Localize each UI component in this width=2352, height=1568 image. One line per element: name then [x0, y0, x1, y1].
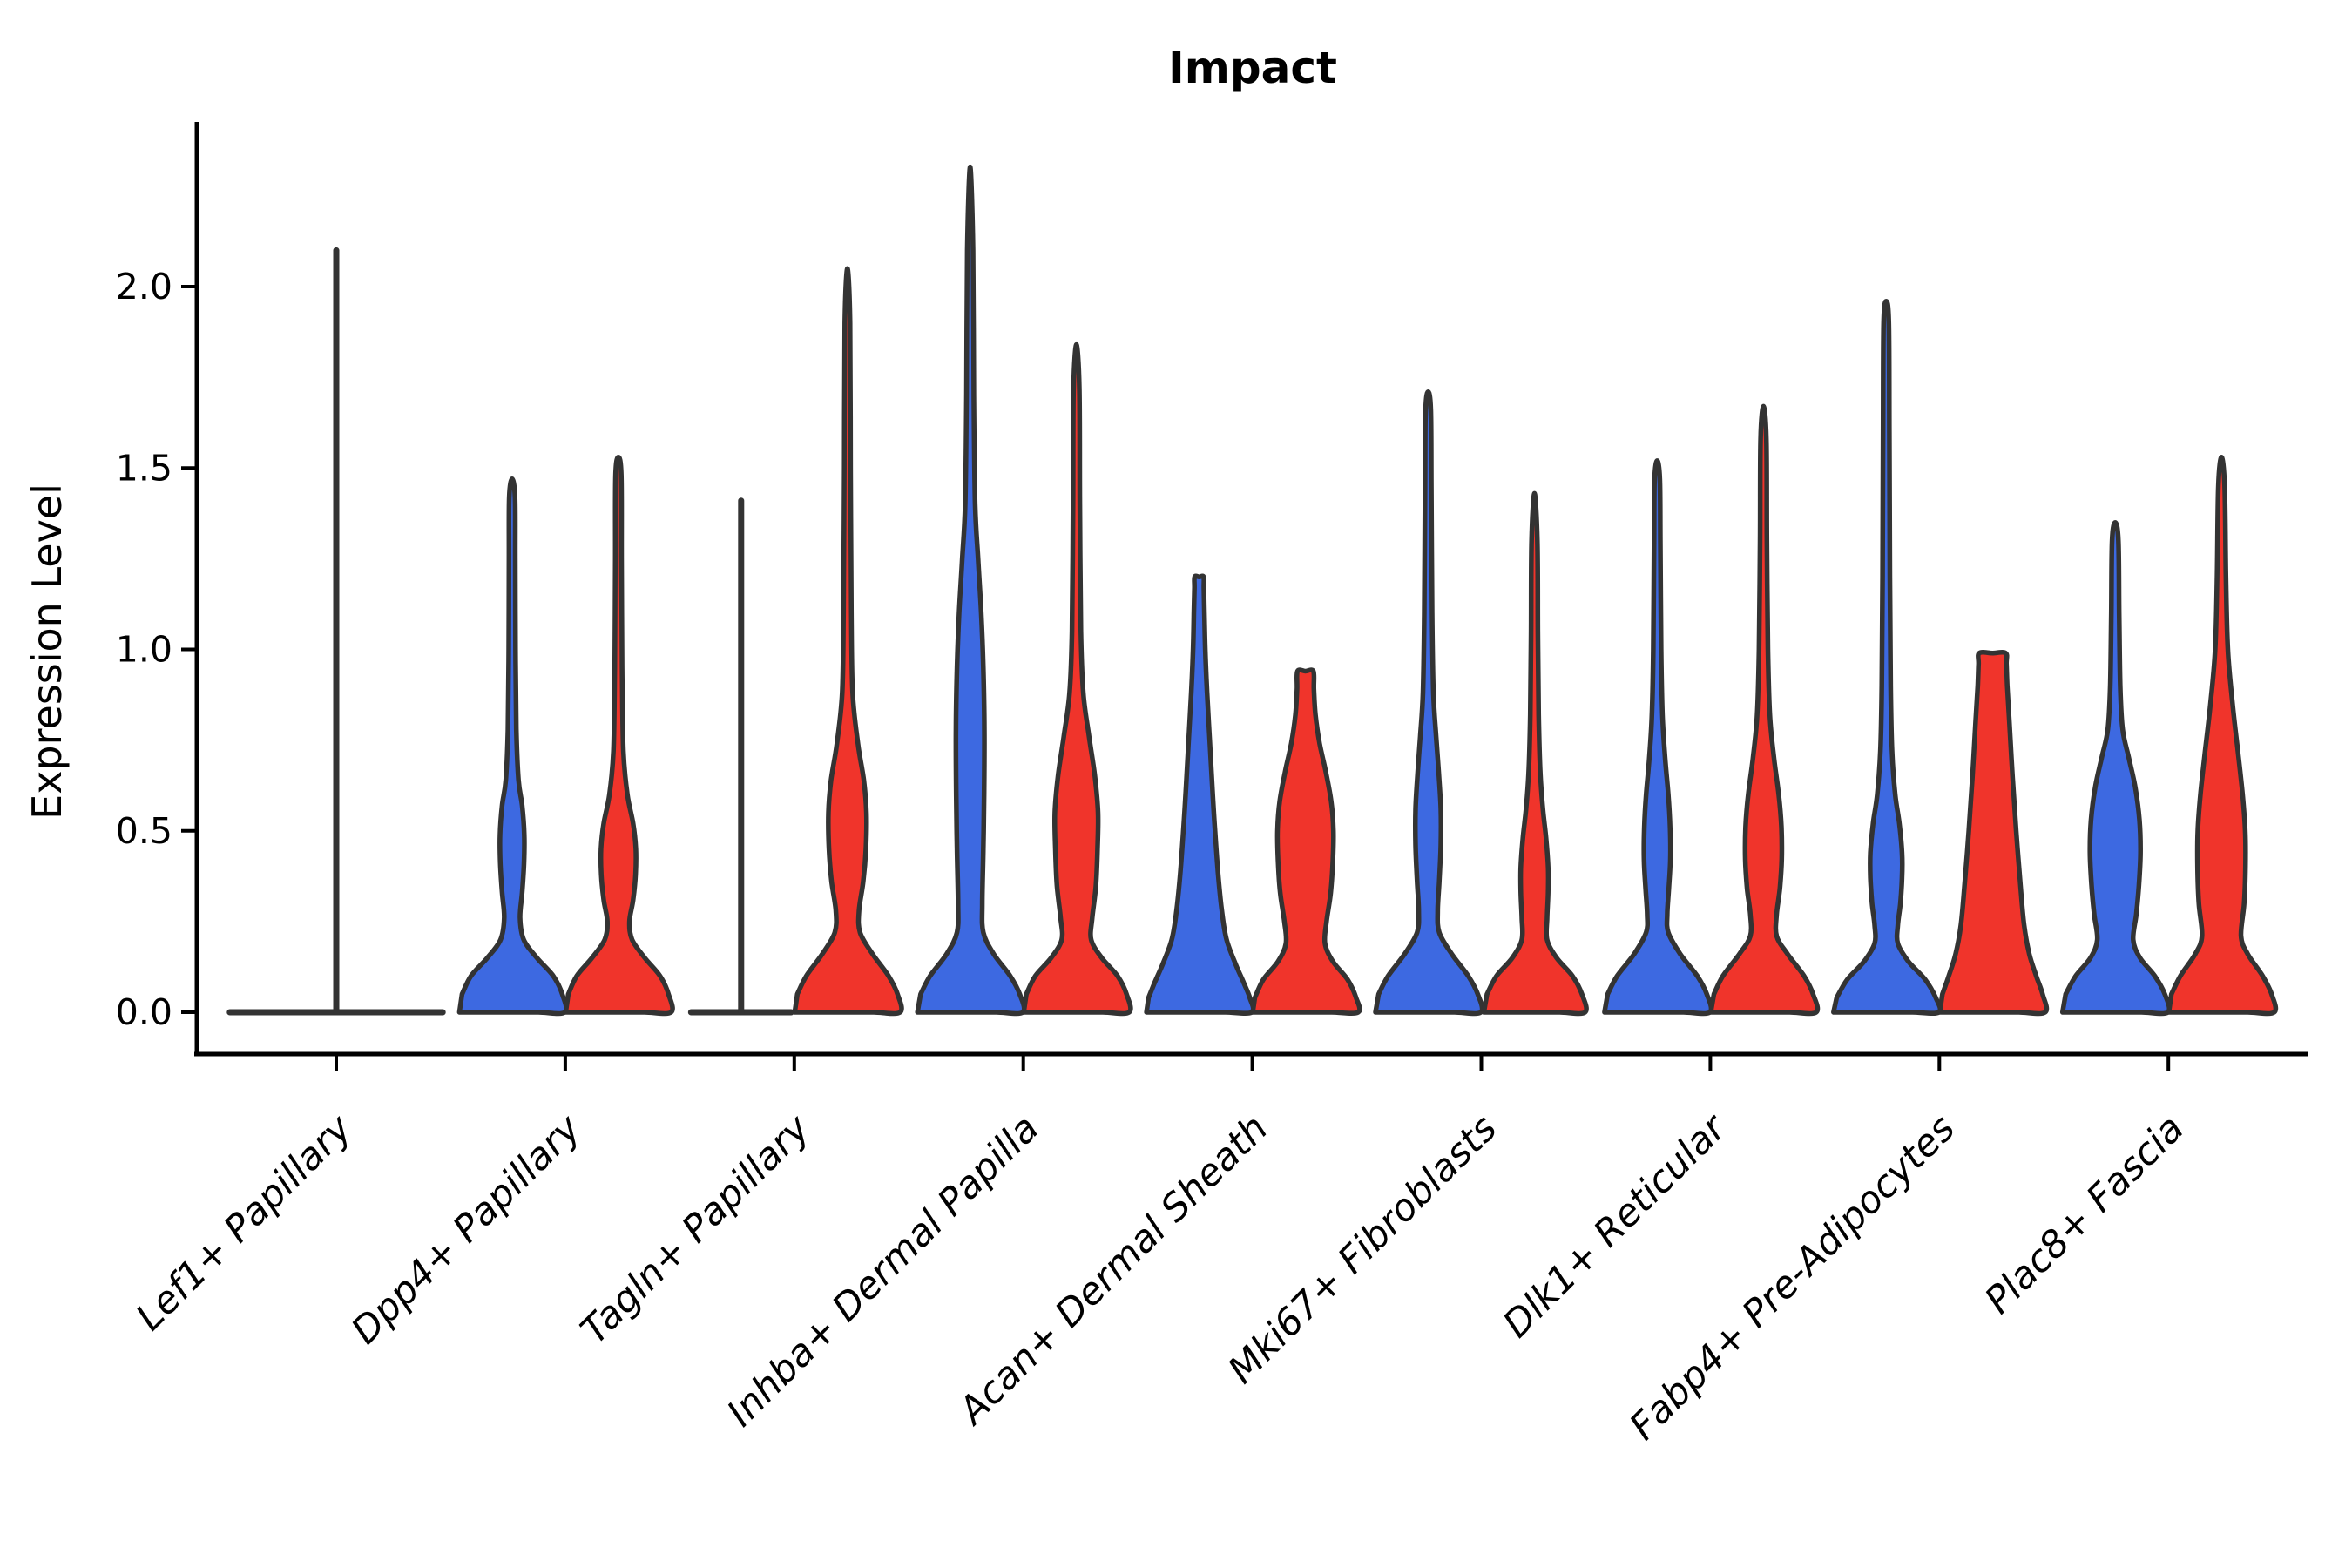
- violins: [226, 164, 2279, 1017]
- y-tick-label: 2.0: [116, 266, 172, 308]
- violin-3-blue: [915, 164, 1027, 1017]
- x-category-label: Lef1+ Papillary: [128, 1106, 361, 1339]
- y-tick-label: 1.0: [116, 629, 172, 671]
- x-category-label: Tagln+ Papillary: [572, 1106, 819, 1353]
- chart-title: Impact: [1168, 43, 1337, 93]
- y-tick-label: 0.0: [116, 991, 172, 1033]
- violin-4-red: [1250, 667, 1362, 1016]
- y-tick-label: 1.5: [116, 447, 172, 489]
- violin-8-red: [2166, 455, 2279, 1017]
- violin-4-blue: [1144, 573, 1256, 1016]
- violin-3-red: [1021, 341, 1133, 1017]
- y-ticks: 0.0 0.5 1.0 1.5 2.0: [116, 266, 197, 1033]
- violin-7-red: [1937, 650, 2050, 1017]
- violin-7-blue: [1831, 298, 1943, 1016]
- violin-6-red: [1708, 403, 1821, 1017]
- violin-5-blue: [1373, 389, 1485, 1017]
- x-category-label: Dlk1+ Reticular: [1495, 1105, 1736, 1347]
- violin-8-blue: [2059, 519, 2173, 1017]
- x-category-label: Plac8+ Fascia: [1977, 1106, 2193, 1322]
- violin-1-red: [563, 455, 675, 1017]
- y-axis-title: Expression Level: [24, 483, 71, 820]
- violin-1-blue: [456, 476, 569, 1017]
- x-category-label: Dpp4+ Papillary: [343, 1106, 590, 1353]
- violin-6-blue: [1602, 458, 1714, 1017]
- violin-2-red: [792, 266, 904, 1017]
- violin-5-red: [1481, 490, 1589, 1017]
- y-tick-label: 0.5: [116, 810, 172, 852]
